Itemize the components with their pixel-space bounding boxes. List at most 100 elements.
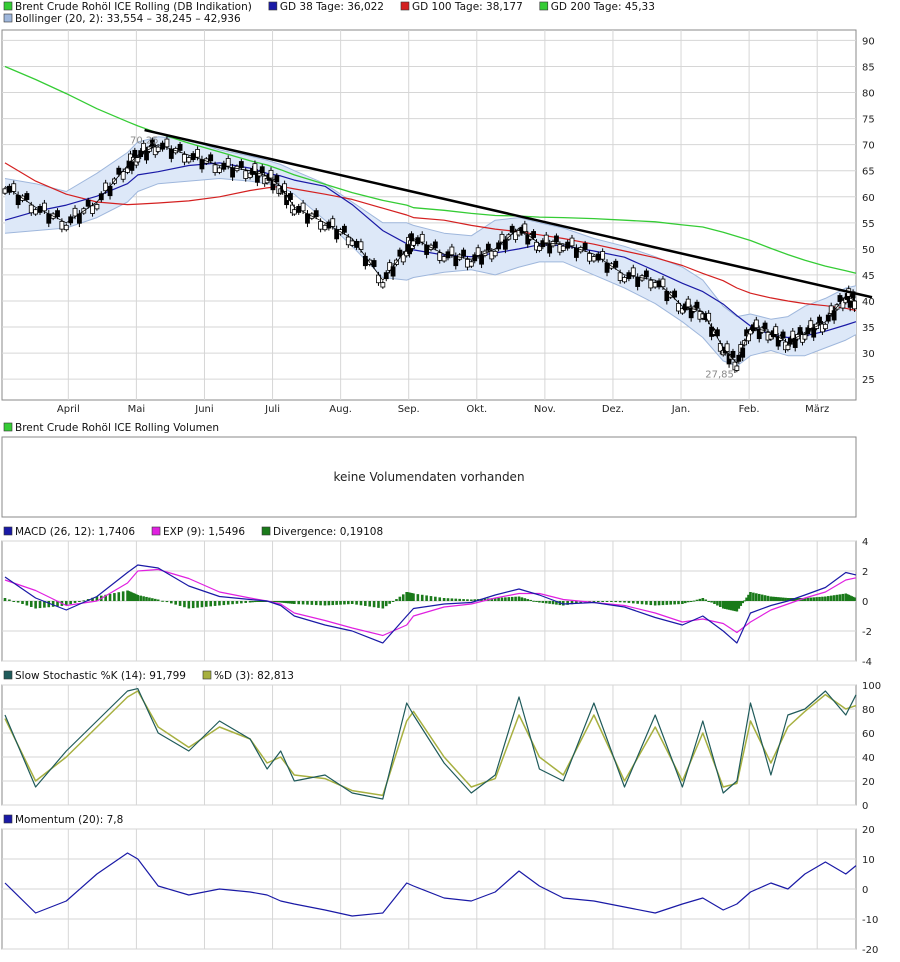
divergence-bar xyxy=(287,601,290,604)
candle-body xyxy=(72,207,78,217)
divergence-bar xyxy=(847,594,851,601)
candle-body xyxy=(840,299,846,309)
candle-body xyxy=(182,154,187,163)
candle-body xyxy=(648,279,654,289)
candle-body xyxy=(168,148,174,159)
divergence-bar xyxy=(721,601,725,609)
divergence-bar xyxy=(145,596,148,601)
divergence-bar xyxy=(649,601,653,606)
candle-body xyxy=(591,256,597,262)
price-y-tick-label: 90 xyxy=(862,36,875,47)
candle-body xyxy=(90,205,95,214)
candle-body xyxy=(509,225,515,233)
divergence-bar xyxy=(133,593,137,601)
divergence-bar xyxy=(165,601,169,603)
divergence-bar xyxy=(416,594,420,601)
price-line xyxy=(4,144,857,364)
divergence-bar xyxy=(815,597,818,601)
candle-body xyxy=(715,329,720,337)
divergence-bar xyxy=(191,601,195,609)
price-legend-swatch xyxy=(400,1,410,11)
momentum-line xyxy=(4,852,857,917)
divergence-bar xyxy=(784,597,787,601)
divergence-bar xyxy=(623,601,626,603)
divergence-bar xyxy=(156,599,160,601)
divergence-bar xyxy=(231,601,234,605)
divergence-bar xyxy=(695,599,699,601)
divergence-bar xyxy=(677,601,680,605)
divergence-bar xyxy=(275,601,279,603)
candle-body xyxy=(811,327,817,338)
divergence-bar xyxy=(766,595,770,601)
divergence-bar xyxy=(772,596,775,601)
divergence-bar xyxy=(686,601,690,603)
divergence-bar xyxy=(291,601,294,604)
candle-body xyxy=(730,350,736,358)
candle-body xyxy=(24,193,30,200)
candle-body xyxy=(475,247,481,256)
divergence-bar xyxy=(350,601,354,604)
price-legend-swatch xyxy=(3,1,13,11)
divergence-bar xyxy=(218,601,221,606)
divergence-bar xyxy=(359,601,363,606)
momentum-y-tick-label: 10 xyxy=(862,855,875,866)
candle-body xyxy=(313,210,319,218)
divergence-bar xyxy=(541,601,545,603)
divergence-bar xyxy=(446,598,450,601)
divergence-bar xyxy=(289,601,292,604)
divergence-bar xyxy=(480,598,483,601)
macd-legend-label: EXP (9): 1,5496 xyxy=(163,526,245,538)
price-legend-swatch xyxy=(539,1,549,11)
stoch-legend-swatch xyxy=(202,670,212,680)
divergence-bar xyxy=(82,600,86,602)
no-volume-message: keine Volumendaten vorhanden xyxy=(333,470,524,484)
divergence-bar xyxy=(335,601,338,605)
candle-body xyxy=(318,221,323,230)
x-month-label: Mai xyxy=(128,404,146,415)
divergence-bar xyxy=(401,594,405,601)
divergence-bar xyxy=(737,601,741,609)
divergence-bar xyxy=(425,595,428,601)
stoch-y-tick-label: 20 xyxy=(862,777,875,788)
divergence-bar xyxy=(398,596,402,601)
candle-body xyxy=(268,169,274,179)
divergence-bar xyxy=(729,601,733,611)
macd-legend-label: MACD (26, 12): 1,7406 xyxy=(15,526,135,538)
divergence-bar xyxy=(504,597,507,601)
divergence-bar xyxy=(16,601,20,603)
divergence-bar xyxy=(384,601,388,607)
divergence-bar xyxy=(796,598,799,601)
candle-body xyxy=(773,326,779,335)
x-month-label: Okt. xyxy=(466,404,487,415)
divergence-bar xyxy=(244,601,248,603)
x-month-label: Nov. xyxy=(534,404,556,415)
divergence-bar xyxy=(544,601,548,604)
price-extreme-annotation: 70,25 xyxy=(130,135,159,146)
candle-body xyxy=(371,260,377,267)
x-month-label: Aug. xyxy=(329,404,352,415)
candle-body xyxy=(724,343,730,352)
divergence-bar xyxy=(285,601,288,604)
divergence-bar xyxy=(132,593,135,601)
candle-body xyxy=(672,290,678,298)
candle-body xyxy=(59,221,65,230)
candle-body xyxy=(461,249,466,257)
divergence-bar xyxy=(535,601,538,602)
macd-y-tick-label: 2 xyxy=(862,567,868,578)
x-month-label: Jan. xyxy=(671,404,691,415)
candle-body xyxy=(828,305,834,314)
divergence-bar xyxy=(731,601,735,611)
x-month-label: April xyxy=(57,404,80,415)
divergence-bar xyxy=(263,601,266,602)
candle-body xyxy=(376,274,381,284)
divergence-bar xyxy=(601,601,604,602)
candle-body xyxy=(186,157,192,163)
candle-body xyxy=(587,253,592,262)
divergence-bar xyxy=(170,601,173,604)
divergence-bar xyxy=(183,601,186,608)
divergence-bar xyxy=(757,593,761,601)
divergence-bar xyxy=(462,599,465,601)
divergence-bar xyxy=(470,599,473,601)
candle-body xyxy=(116,167,122,175)
resistance-trendline xyxy=(144,128,873,299)
